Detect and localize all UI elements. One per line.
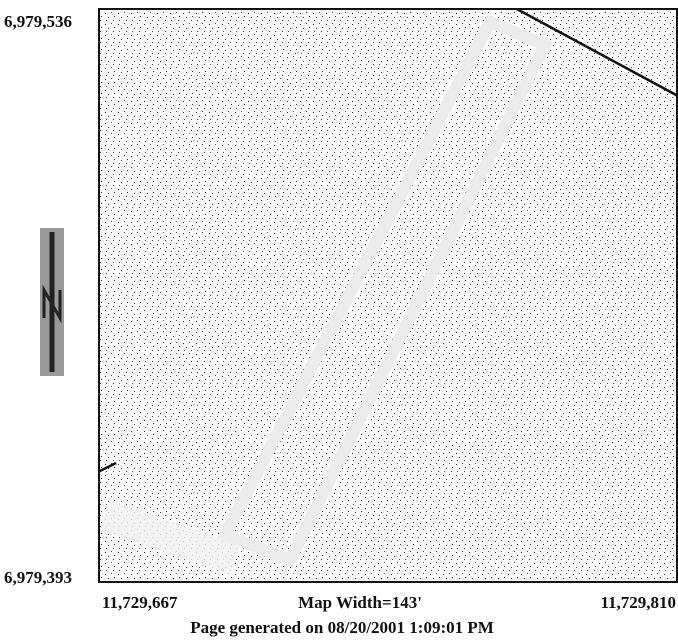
y-label-bottom: 6,979,393 bbox=[4, 568, 72, 587]
x-label-left: 11,729,667 bbox=[102, 593, 178, 612]
north-arrow bbox=[40, 228, 64, 376]
road-outline bbox=[216, 14, 554, 568]
map-texture bbox=[99, 9, 677, 582]
map-frame bbox=[98, 8, 678, 583]
footer: Page generated on 08/20/2001 1:09:01 PM bbox=[190, 618, 494, 637]
y-label-top: 6,979,536 bbox=[4, 12, 72, 31]
boundary-line bbox=[99, 461, 117, 473]
north-arrow-n bbox=[42, 284, 62, 324]
x-label-right: 11,729,810 bbox=[600, 593, 676, 612]
map-area bbox=[98, 8, 678, 583]
boundary-line bbox=[514, 9, 677, 97]
road-segment bbox=[100, 500, 240, 575]
map-features bbox=[99, 9, 677, 575]
map-width: Map Width=143' bbox=[298, 593, 422, 612]
